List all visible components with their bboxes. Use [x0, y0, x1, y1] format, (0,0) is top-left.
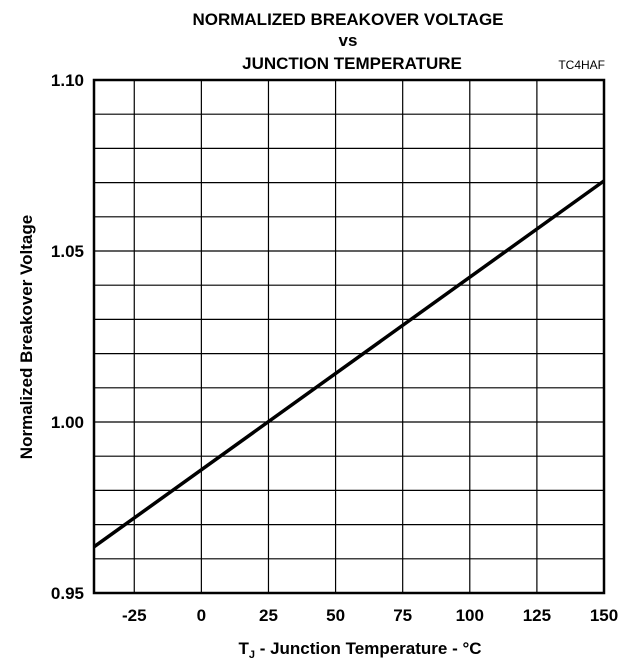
plot-frame [92, 78, 606, 595]
x-tick-label: 125 [523, 606, 551, 625]
x-tick-label: -25 [122, 606, 147, 625]
x-tick-label: 0 [197, 606, 206, 625]
x-axis-label-rest: - Junction Temperature - °C [255, 639, 482, 658]
x-tick-label: 25 [259, 606, 278, 625]
chart-title-line-1: NORMALIZED BREAKOVER VOLTAGE [192, 10, 503, 29]
y-axis-label: Normalized Breakover Voltage [17, 215, 36, 459]
y-tick-label: 1.05 [51, 242, 84, 261]
x-tick-label: 50 [326, 606, 345, 625]
grid [94, 80, 604, 593]
x-axis-label-main: T [238, 639, 249, 658]
x-tick-labels: -25 0 25 50 75 100 125 150 [122, 606, 618, 625]
x-axis-label: TJ - Junction Temperature - °C [238, 639, 481, 661]
x-tick-label: 75 [393, 606, 412, 625]
series-line [92, 179, 606, 549]
x-axis-label-subscript: J [249, 649, 255, 661]
y-tick-label: 1.00 [51, 413, 84, 432]
chart-title-line-2: vs [339, 31, 358, 50]
x-tick-label: 100 [456, 606, 484, 625]
y-tick-label: 1.10 [51, 71, 84, 90]
x-tick-label: 150 [590, 606, 618, 625]
series-group [92, 179, 606, 549]
figure-code: TC4HAF [558, 58, 605, 72]
y-tick-labels: 0.95 1.00 1.05 1.10 [51, 71, 84, 603]
chart-title-line-3: JUNCTION TEMPERATURE [242, 54, 462, 73]
y-tick-label: 0.95 [51, 584, 84, 603]
